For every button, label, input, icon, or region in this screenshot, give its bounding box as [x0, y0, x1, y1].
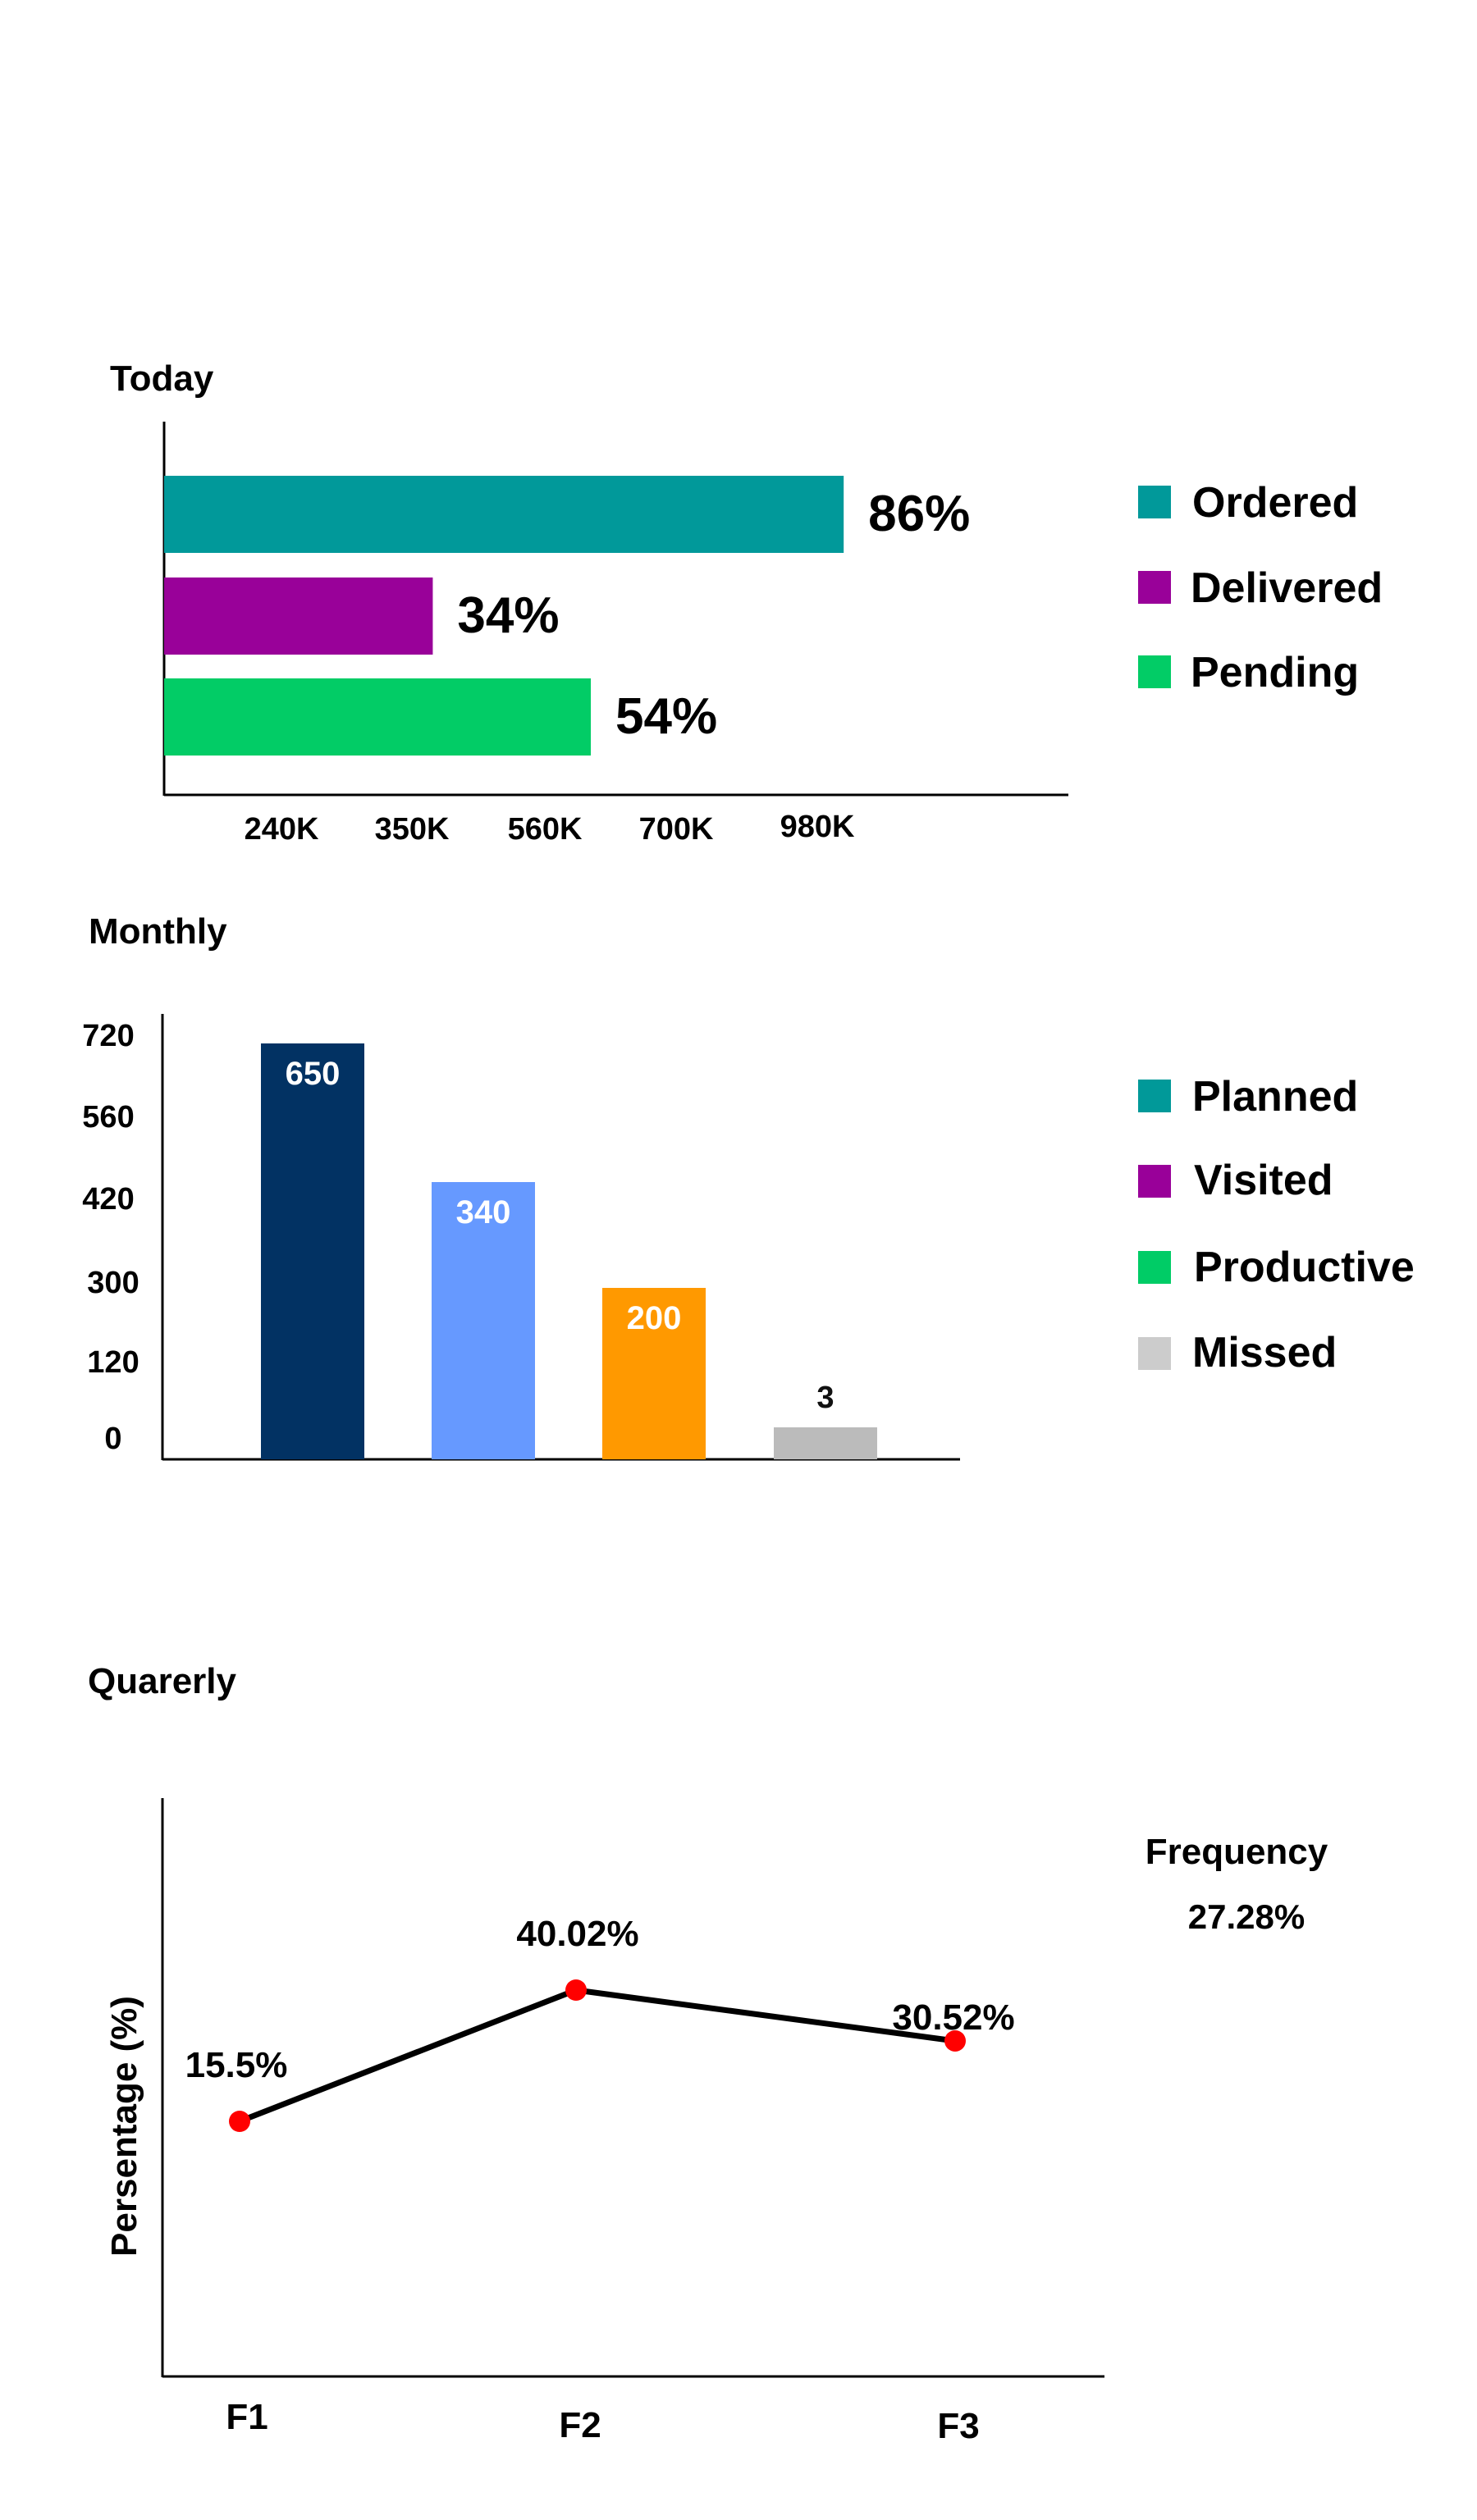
frequency-label: Frequency	[1145, 1832, 1328, 1872]
bar-value-label-missed: 3	[816, 1381, 834, 1415]
monthly-bars: 650 340 200 3	[261, 1043, 877, 1459]
legend-label-planned: Planned	[1192, 1073, 1358, 1121]
quarterly-x-ticks: F1 F2 F3	[226, 2397, 979, 2446]
bar-value-label-ordered: 86%	[868, 486, 970, 542]
legend-swatch-visited	[1138, 1165, 1171, 1198]
legend-label-pending: Pending	[1191, 649, 1359, 696]
legend-label-visited: Visited	[1194, 1157, 1333, 1204]
bar-missed	[774, 1427, 877, 1459]
bar-value-label-pending: 54%	[615, 688, 717, 745]
monthly-y-ticks: 720 560 420 300 120 0	[82, 1019, 139, 1456]
bar-visited	[432, 1182, 535, 1459]
bar-value-label-delivered: 34%	[457, 587, 559, 644]
today-chart: Today 86% 34% 54% 240K 350K 560K 700K 980K…	[110, 358, 1383, 847]
monthly-y-tick-label: 420	[82, 1182, 134, 1217]
monthly-y-tick-label: 120	[87, 1345, 139, 1380]
today-x-tick-label: 240K	[245, 812, 319, 847]
bar-delivered	[164, 578, 433, 655]
monthly-chart-title: Monthly	[89, 911, 227, 952]
bar-value-label-productive: 200	[627, 1300, 682, 1336]
data-point-f3	[944, 2029, 966, 2052]
today-x-tick-label: 700K	[639, 812, 714, 847]
legend-swatch-delivered	[1138, 571, 1171, 604]
data-point-label-f1: 15.5%	[185, 2045, 288, 2085]
quarterly-x-tick-label: F3	[937, 2406, 979, 2446]
bar-planned	[261, 1043, 364, 1459]
monthly-y-tick-label: 300	[87, 1266, 139, 1300]
legend-label-missed: Missed	[1192, 1329, 1337, 1376]
monthly-chart: Monthly 720 560 420 300 120 0 650 340 200 3…	[82, 911, 1415, 1461]
legend-swatch-missed	[1138, 1337, 1171, 1370]
data-point-f2	[565, 1979, 587, 2001]
legend-label-ordered: Ordered	[1192, 479, 1358, 527]
legend-swatch-pending	[1138, 655, 1171, 688]
legend-label-productive: Productive	[1194, 1244, 1415, 1291]
quarterly-x-tick-label: F2	[559, 2405, 601, 2445]
today-x-tick-label: 350K	[375, 812, 450, 847]
bar-ordered	[164, 476, 844, 553]
quarterly-x-tick-label: F1	[226, 2397, 268, 2437]
today-chart-title: Today	[110, 358, 214, 399]
legend-swatch-ordered	[1138, 486, 1171, 518]
legend-swatch-planned	[1138, 1080, 1171, 1112]
today-legend: Ordered Delivered Pending	[1138, 479, 1383, 696]
data-point-label-f3: 30.52%	[892, 1997, 1014, 2038]
today-x-tick-label: 980K	[780, 810, 855, 844]
legend-label-delivered: Delivered	[1191, 564, 1383, 612]
series-line	[238, 1987, 956, 2125]
data-point-label-f2: 40.02%	[516, 1914, 638, 1954]
quarterly-chart-title: Quarerly	[88, 1661, 237, 1701]
today-x-tick-label: 560K	[508, 812, 583, 847]
monthly-y-tick-label: 0	[104, 1422, 121, 1456]
monthly-legend: Planned Visited Productive Missed	[1138, 1073, 1415, 1376]
frequency-value: 27.28%	[1188, 1897, 1305, 1936]
quarterly-plot: 15.5% 40.02% 30.52%	[185, 1914, 1015, 2132]
bar-value-label-planned: 650	[286, 1056, 341, 1092]
quarterly-y-axis-label: Persentage (%)	[104, 1996, 144, 2257]
data-point-f1	[229, 2111, 250, 2132]
monthly-y-tick-label: 560	[82, 1100, 134, 1134]
quarterly-chart: Quarerly Persentage (%) 15.5% 40.02% 30.52…	[88, 1661, 1328, 2446]
bar-pending	[164, 678, 592, 756]
bar-value-label-visited: 340	[456, 1194, 511, 1230]
legend-swatch-productive	[1138, 1251, 1171, 1284]
monthly-y-tick-label: 720	[82, 1019, 134, 1053]
today-bars: 86% 34% 54%	[164, 476, 970, 756]
today-x-ticks: 240K 350K 560K 700K 980K	[245, 810, 855, 847]
bar-productive	[602, 1288, 706, 1459]
